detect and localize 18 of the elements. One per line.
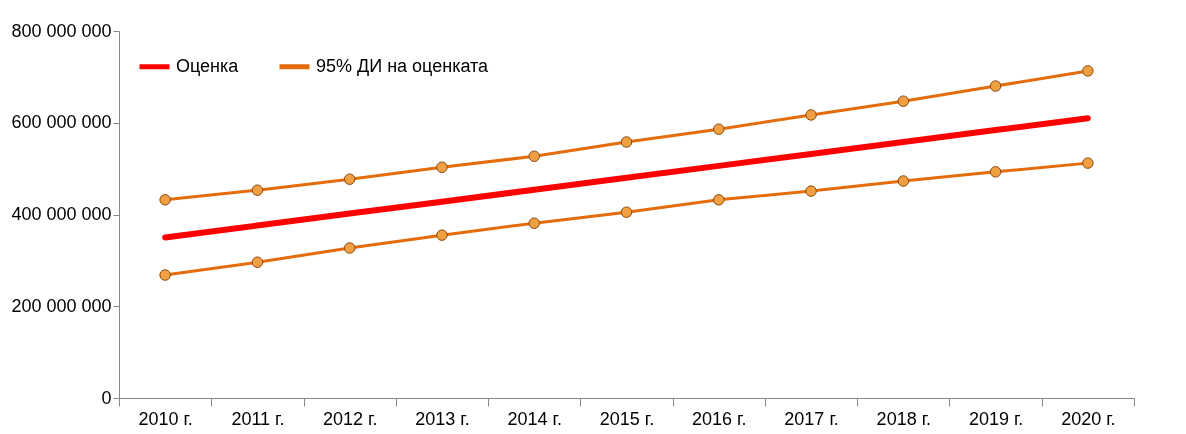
x-tick-label: 2017 г. (784, 408, 839, 429)
x-tick-label: 2018 г. (876, 408, 932, 429)
y-tick-label: 200 000 000 (11, 295, 112, 316)
y-tick-label: 800 000 000 (11, 20, 112, 41)
x-tick-label: 2020 г. (1061, 408, 1116, 429)
x-tick-label: 2016 г. (692, 408, 747, 429)
legend-label: 95% ДИ на оценката (316, 55, 490, 76)
x-tick-label: 2015 г. (599, 408, 655, 429)
y-tick-label: 600 000 000 (11, 112, 112, 133)
x-tick-label: 2013 г. (415, 408, 470, 429)
y-tick-label: 400 000 000 (11, 204, 112, 224)
x-tick-label: 2019 г. (968, 408, 1024, 429)
x-tick-label: 2010 г. (138, 408, 193, 429)
x-tick-label: 2012 г. (322, 408, 378, 429)
y-tick-label: 0 (101, 387, 112, 408)
x-tick-label: 2011 г. (231, 408, 285, 429)
legend-label: Оценка (176, 55, 240, 76)
x-tick-label: 2014 г. (507, 408, 562, 429)
